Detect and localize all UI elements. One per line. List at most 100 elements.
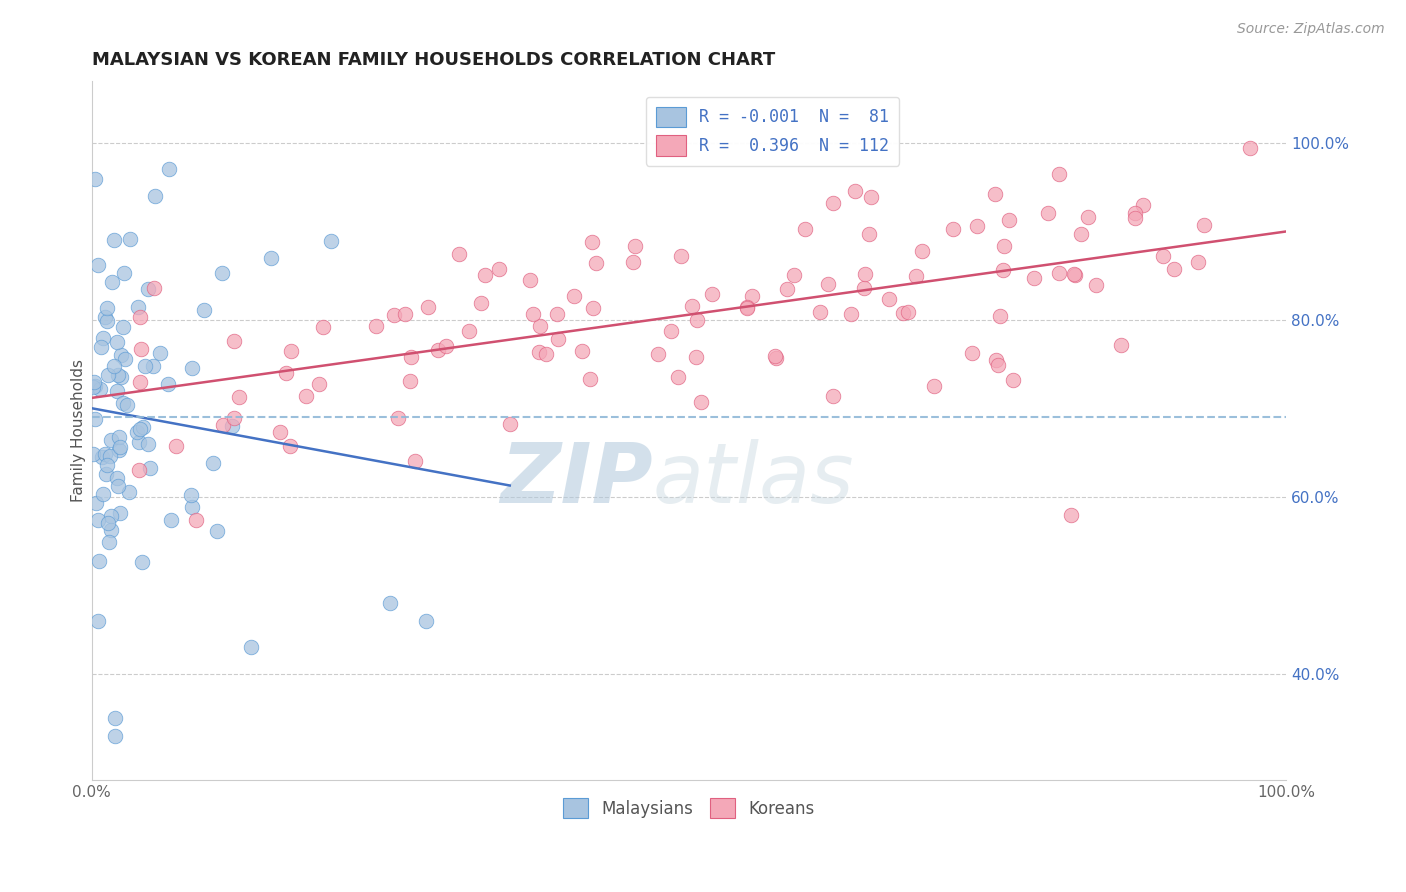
Point: [134, 359, 156, 374]
Point: [399, 350, 422, 364]
Point: [295, 389, 318, 403]
Point: [212, 418, 235, 433]
Point: [82, 447, 104, 461]
Point: [457, 324, 479, 338]
Point: [128, 422, 150, 436]
Point: [83, 376, 105, 390]
Point: [983, 187, 1005, 202]
Point: [90, 450, 112, 465]
Point: [1060, 508, 1083, 522]
Point: [1001, 373, 1024, 387]
Point: [470, 296, 492, 310]
Point: [449, 247, 471, 261]
Point: [96, 368, 118, 382]
Point: [274, 366, 297, 380]
Point: [1036, 205, 1059, 219]
Point: [700, 287, 723, 301]
Point: [984, 352, 1007, 367]
Point: [562, 289, 585, 303]
Point: [104, 729, 127, 743]
Point: [686, 312, 709, 326]
Point: [211, 266, 233, 280]
Point: [100, 523, 122, 537]
Point: [96, 301, 118, 316]
Point: [94, 467, 117, 481]
Point: [159, 513, 181, 527]
Point: [621, 255, 644, 269]
Point: [585, 256, 607, 270]
Point: [821, 195, 844, 210]
Point: [418, 300, 440, 314]
Point: [623, 239, 645, 253]
Point: [280, 344, 302, 359]
Point: [269, 425, 291, 440]
Point: [127, 300, 149, 314]
Point: [987, 358, 1010, 372]
Point: [942, 222, 965, 236]
Point: [228, 390, 250, 404]
Point: [783, 268, 806, 282]
Point: [110, 370, 132, 384]
Point: [117, 399, 139, 413]
Point: [83, 412, 105, 426]
Text: Source: ZipAtlas.com: Source: ZipAtlas.com: [1237, 22, 1385, 37]
Point: [280, 439, 302, 453]
Point: [858, 227, 880, 241]
Point: [107, 479, 129, 493]
Point: [91, 486, 114, 500]
Point: [132, 420, 155, 434]
Point: [120, 232, 142, 246]
Point: [1047, 167, 1070, 181]
Point: [1070, 227, 1092, 242]
Point: [647, 347, 669, 361]
Point: [1022, 271, 1045, 285]
Point: [839, 307, 862, 321]
Point: [366, 318, 388, 333]
Point: [499, 417, 522, 431]
Point: [1152, 249, 1174, 263]
Point: [319, 234, 342, 248]
Point: [877, 292, 900, 306]
Point: [817, 277, 839, 291]
Point: [659, 324, 682, 338]
Text: MALAYSIAN VS KOREAN FAMILY HOUSEHOLDS CORRELATION CHART: MALAYSIAN VS KOREAN FAMILY HOUSEHOLDS CO…: [91, 51, 775, 69]
Text: ZIP: ZIP: [501, 439, 652, 520]
Point: [399, 374, 422, 388]
Point: [690, 395, 713, 409]
Point: [111, 396, 134, 410]
Point: [98, 449, 121, 463]
Point: [1132, 198, 1154, 212]
Point: [89, 382, 111, 396]
Point: [993, 263, 1015, 277]
Point: [107, 334, 129, 349]
Point: [104, 711, 127, 725]
Point: [681, 300, 703, 314]
Point: [142, 359, 165, 373]
Point: [582, 301, 605, 315]
Point: [763, 349, 786, 363]
Point: [91, 331, 114, 345]
Point: [474, 268, 496, 282]
Point: [84, 171, 107, 186]
Point: [128, 434, 150, 449]
Point: [581, 235, 603, 250]
Point: [110, 348, 132, 362]
Point: [108, 506, 131, 520]
Text: atlas: atlas: [652, 439, 855, 520]
Point: [240, 640, 263, 654]
Point: [94, 310, 117, 324]
Point: [308, 377, 330, 392]
Point: [84, 496, 107, 510]
Point: [107, 430, 129, 444]
Point: [222, 334, 245, 348]
Point: [579, 372, 602, 386]
Point: [202, 456, 225, 470]
Point: [108, 442, 131, 457]
Point: [394, 307, 416, 321]
Point: [1064, 268, 1087, 282]
Point: [86, 258, 108, 272]
Point: [844, 184, 866, 198]
Point: [260, 252, 283, 266]
Point: [103, 233, 125, 247]
Point: [924, 379, 946, 393]
